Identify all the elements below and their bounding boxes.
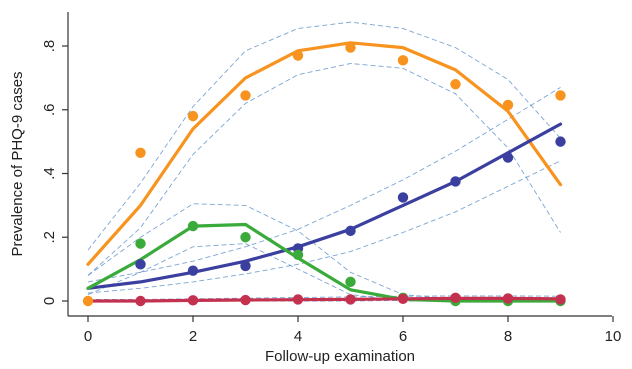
series-4-fitted-line: [86, 296, 563, 303]
series-4-point: [397, 293, 409, 304]
x-ticks: 0 2 4 6 8 10: [84, 316, 622, 345]
series-3-point: [187, 220, 199, 232]
series-2-point: [397, 192, 409, 203]
series-4-point: [502, 293, 514, 304]
series-4-point: [555, 294, 566, 305]
plot-area: [82, 21, 566, 307]
series-4-point: [187, 295, 199, 306]
series-2-point: [555, 136, 566, 147]
series-1-point: [187, 110, 199, 122]
series-4-point: [135, 295, 146, 307]
series-4-point: [240, 294, 251, 306]
series-3-fitted-line: [86, 222, 563, 303]
x-tick-label: 4: [294, 328, 302, 345]
y-ticks: 0 .2 .4 .6 .8: [41, 40, 68, 305]
y-tick-label: 0: [41, 297, 58, 305]
series-2-point: [450, 176, 461, 187]
series-1-point: [345, 42, 356, 53]
series-2-point: [240, 260, 251, 272]
fitted-lines: [86, 41, 563, 303]
series-1-point: [450, 79, 461, 90]
x-tick-label: 2: [189, 328, 197, 345]
x-axis: 0 2 4 6 8 10: [68, 315, 622, 345]
series-1-point: [135, 147, 146, 158]
series-1-point: [292, 50, 304, 61]
series-2-point: [187, 265, 199, 276]
series-1-ci-upper: [87, 21, 561, 251]
series-3-point: [240, 232, 251, 243]
series-4-ci-upper: [88, 295, 561, 300]
y-axis-title: Prevalence of PHQ-9 cases: [9, 71, 26, 256]
series-1-point: [82, 295, 94, 307]
x-tick-label: 0: [84, 328, 92, 345]
y-tick-label: .8: [41, 40, 58, 53]
series-1-point: [240, 90, 251, 101]
y-tick-label: .4: [41, 167, 58, 180]
series-2-point: [502, 152, 514, 163]
observed-points: [82, 42, 566, 307]
series-2-fitted-line: [86, 122, 563, 290]
x-tick-label: 10: [605, 328, 622, 345]
y-tick-label: .2: [41, 231, 58, 244]
series-1-point: [555, 90, 566, 101]
series-1-point: [397, 55, 409, 66]
x-tick-label: 6: [399, 328, 407, 345]
series-1-point: [502, 99, 514, 111]
series-4-point: [292, 294, 304, 305]
series-3-point: [135, 238, 146, 249]
series-3-point: [345, 276, 356, 288]
series-1-fitted-line: [86, 41, 563, 266]
series-4-point: [345, 294, 356, 305]
x-tick-label: 8: [504, 328, 512, 345]
series-1-ci-lower: [87, 63, 561, 276]
y-axis: 0 .2 .4 .6 .8: [41, 12, 69, 316]
series-2-point: [345, 225, 356, 237]
series-2-point: [135, 259, 146, 270]
y-tick-label: .6: [41, 103, 58, 116]
series-4-point: [450, 292, 461, 304]
series-3-point: [292, 249, 304, 260]
x-axis-title: Follow-up examination: [265, 348, 415, 365]
series-2-ci-upper: [87, 87, 561, 283]
